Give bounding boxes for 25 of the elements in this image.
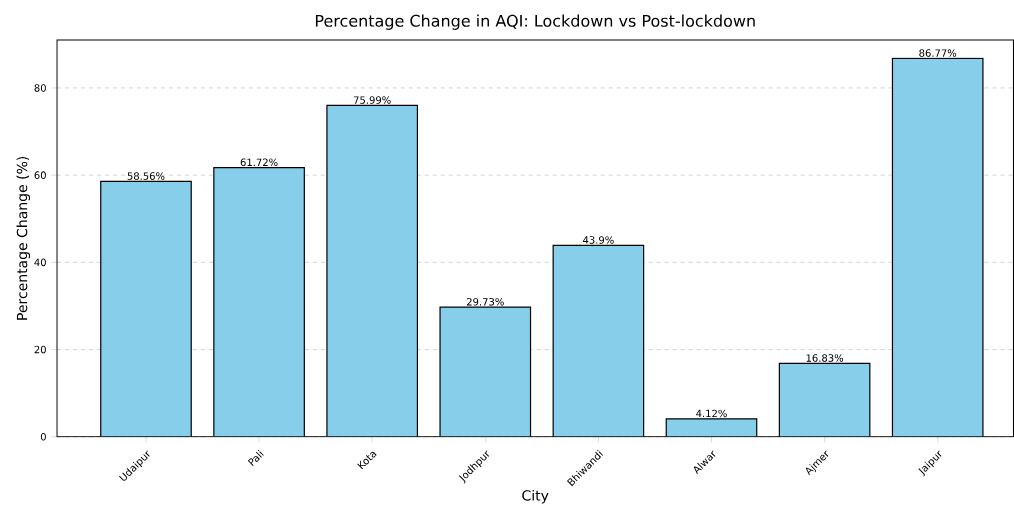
x-axis-title: City (522, 490, 549, 504)
data-label: 61.72% (240, 158, 278, 167)
x-tick-label: Pali (247, 449, 264, 467)
data-label: 58.56% (127, 172, 165, 180)
bar (553, 245, 644, 437)
bar (100, 181, 192, 437)
data-label: 43.9% (583, 236, 614, 244)
data-label: 16.83% (806, 354, 844, 362)
data-label: 29.73% (466, 298, 504, 306)
bar (213, 167, 305, 437)
bar (891, 57, 984, 437)
bar (326, 105, 418, 437)
y-tick-label: 20 (34, 345, 46, 354)
y-axis-title: Percentage Change (%) (16, 157, 31, 320)
bar (440, 307, 531, 437)
y-tick-label: 0 (40, 433, 46, 441)
y-tick-label: 60 (34, 171, 46, 180)
data-label: 86.77% (919, 49, 957, 57)
data-label: 75.99% (353, 96, 391, 104)
bar (666, 418, 757, 437)
y-tick-label: 40 (34, 258, 46, 267)
y-tick-label: 80 (34, 84, 46, 92)
bar (779, 363, 870, 437)
data-label: 4.12% (696, 409, 727, 418)
chart-title: Percentage Change in AQI: Lockdown vs Post-lockdown (315, 14, 755, 31)
